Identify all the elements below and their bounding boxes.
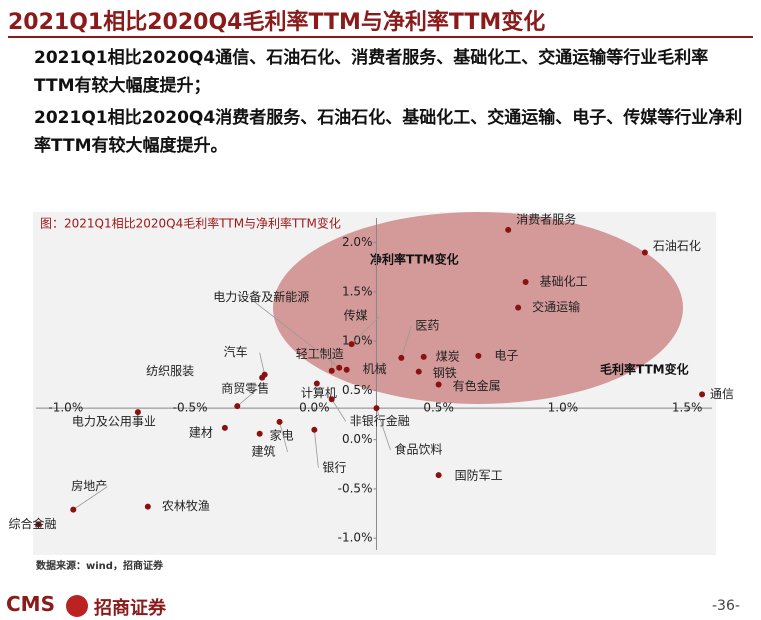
point-label: 钢铁 [433,366,457,380]
point-label: 食品饮料 [394,442,442,457]
point-label: 通信 [710,387,734,401]
logo-icon [66,595,88,617]
point [415,368,422,375]
point-label: 计算机 [301,385,337,400]
point-label: 交通运输 [532,299,580,314]
point-label: 建筑 [252,443,276,458]
point-label: 电力设备及新能源 [213,289,309,304]
point [221,424,228,431]
point-label: 机械 [363,361,387,376]
point [641,249,648,256]
point [311,426,318,433]
point [343,366,350,373]
x-tick-label: -1.0% [48,401,83,415]
y-tick-label: 1.0% [342,334,373,348]
point [336,364,343,371]
chart-title: 图：2021Q1相比2020Q4毛利率TTM与净利率TTM变化 [40,216,341,231]
y-tick-label: 2.0% [342,235,373,249]
point-label: 银行 [322,460,346,474]
point [505,226,512,233]
page-number: -36- [712,598,740,614]
point [276,418,283,425]
x-tick-label: -0.5% [173,401,208,415]
leader-line [259,352,266,375]
point [70,506,77,513]
leader-line [248,297,340,369]
point [515,304,522,311]
chart-panel [33,212,716,555]
point [348,341,355,348]
point-label: 基础化工 [540,275,588,289]
point-label: 电子 [494,348,518,362]
paragraph: 2021Q1相比2020Q4消费者服务、石油石化、基础化工、交通运输、电子、传媒… [34,108,743,156]
point [259,374,266,381]
leader-line [73,486,108,510]
y-tick-label: 1.5% [342,284,373,298]
point [373,405,380,412]
point [435,472,442,479]
point-label: 煤炭 [436,349,460,363]
point-label: 汽车 [224,344,248,359]
point-label: 有色金属 [453,378,501,393]
point-label: 电力及公用事业 [72,415,156,429]
point [435,381,442,388]
point [398,354,405,361]
y-tick-label: -0.5% [338,481,373,495]
point [328,367,335,374]
leader-line [400,325,412,359]
leader-line [237,388,258,407]
point-label: 建材 [189,425,213,439]
y-tick-label: 0.0% [342,432,373,446]
point [313,380,320,387]
point-label: 纺织服装 [146,364,194,378]
header-title: 2021Q1相比2020Q4毛利率TTM与净利率TTM变化 [8,10,546,35]
point-label: 房地产 [71,478,107,493]
y-tick-label: 0.5% [342,383,373,397]
point-label: 传媒 [344,308,368,323]
paragraph: 2021Q1相比2020Q4通信、石油石化、消费者服务、基础化工、交通运输等行业… [34,48,709,96]
point-label: 综合金融 [8,516,56,531]
point-label: 石油石化 [653,239,701,253]
point [256,430,263,437]
x-tick-label: 0.0% [299,401,330,415]
y-tick-label: -1.0% [338,531,373,545]
point [522,279,529,286]
point-label: 家电 [270,427,294,442]
x-axis-title: 毛利率TTM变化 [600,362,689,377]
point [328,396,335,403]
point-label: 非银行金融 [350,413,410,428]
point [475,352,482,359]
point [134,409,141,416]
point-label: 商贸零售 [221,381,269,396]
x-tick-label: 1.5% [672,401,703,415]
leader-line [279,421,288,453]
point [420,353,427,360]
x-tick-label: 1.0% [548,401,579,415]
point-label: 医药 [415,318,439,332]
point [699,391,706,398]
point [35,521,42,528]
leader-line [331,399,347,422]
source: 数据来源：wind，招商证券 [36,559,164,572]
leader-line [376,408,391,451]
leader-line [351,315,380,345]
y-axis-title: 净利率TTM变化 [370,252,459,267]
company-name: 招商证券 [94,598,166,619]
point-label: 国防军工 [455,468,503,483]
point-label: 消费者服务 [516,211,576,226]
logo: CMS [6,592,55,616]
point-label: 农林牧渔 [162,499,210,513]
x-tick-label: 0.5% [423,401,454,415]
point [144,503,151,510]
leader-line [313,429,319,468]
highlight-ellipse [273,212,683,404]
header-rule [8,36,753,38]
point [234,403,241,410]
point-label: 轻工制造 [296,347,344,361]
